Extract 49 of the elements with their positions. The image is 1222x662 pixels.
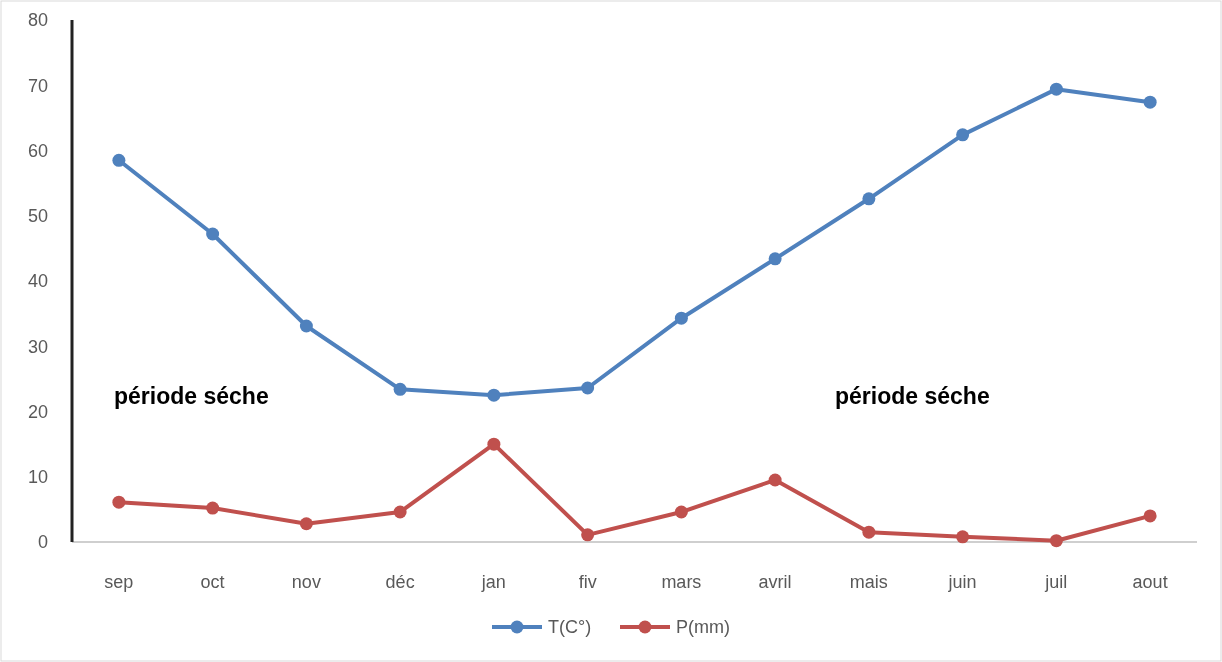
y-tick-label: 10 — [27, 467, 48, 488]
x-tick-label: déc — [385, 572, 415, 592]
point — [956, 530, 970, 544]
legend-label: T(C°) — [548, 617, 592, 638]
y-tick-label: 0 — [37, 532, 48, 553]
point — [581, 528, 595, 542]
y-tick-label: 60 — [27, 140, 48, 161]
x-tick-label: oct — [200, 572, 225, 592]
x-tick-label: sep — [104, 572, 134, 592]
point — [862, 192, 876, 206]
point — [862, 525, 876, 539]
x-tick-label: aout — [1132, 572, 1168, 592]
point — [768, 473, 782, 487]
point — [1143, 509, 1157, 523]
point — [674, 505, 688, 519]
x-tick-label: mais — [849, 572, 888, 592]
point — [206, 227, 220, 241]
x-tick-label: avril — [758, 572, 792, 592]
x-tick-label: nov — [291, 572, 321, 592]
point — [956, 128, 970, 142]
x-tick-label: jan — [480, 572, 506, 592]
y-tick-label: 30 — [27, 336, 48, 357]
y-tick-label: 50 — [27, 206, 48, 227]
point — [1049, 82, 1063, 96]
y-tick-label: 40 — [27, 271, 48, 292]
point — [112, 495, 126, 509]
point — [581, 381, 595, 395]
point — [299, 517, 313, 531]
point — [768, 252, 782, 266]
x-tick-label: fiv — [578, 572, 597, 592]
y-tick-label: 80 — [27, 10, 48, 31]
point — [1049, 534, 1063, 548]
x-tick-label: juin — [947, 572, 977, 592]
y-tick-label: 70 — [27, 75, 48, 96]
annotation: période séche — [114, 382, 269, 409]
point — [393, 382, 407, 396]
x-tick-label: juil — [1044, 572, 1068, 592]
point — [112, 153, 126, 167]
point — [393, 505, 407, 519]
annotation: période séche — [835, 382, 990, 409]
point — [299, 319, 313, 333]
point — [206, 501, 220, 515]
point — [674, 311, 688, 325]
point — [487, 388, 501, 402]
y-tick-label: 20 — [27, 401, 48, 422]
legend-label: P(mm) — [676, 617, 730, 638]
point — [487, 437, 501, 451]
x-tick-label: mars — [661, 572, 702, 592]
point — [1143, 95, 1157, 109]
